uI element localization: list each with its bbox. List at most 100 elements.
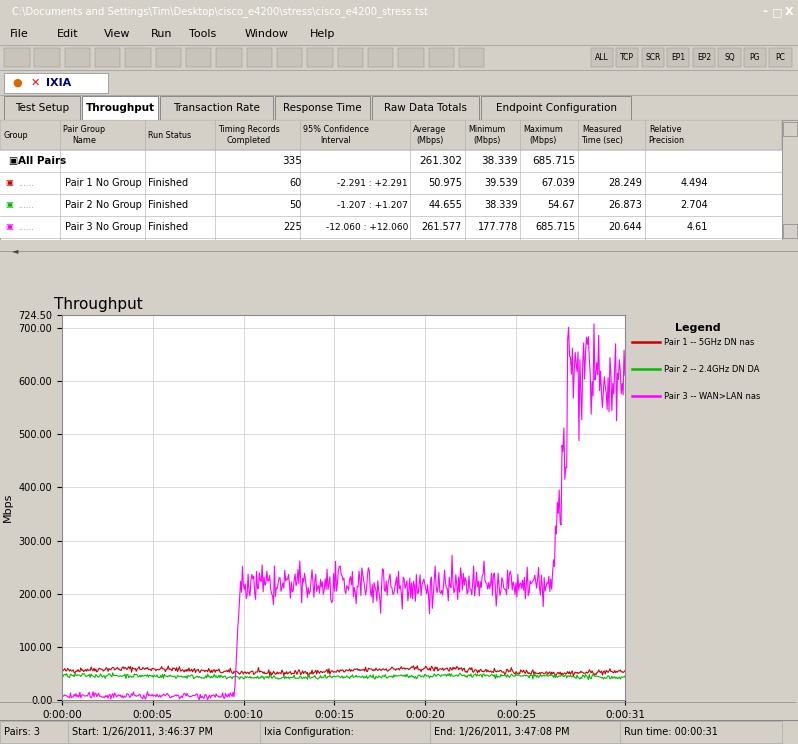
Bar (82, 97, 158, 120)
Bar (156, 48, 181, 68)
Text: Help: Help (310, 29, 335, 39)
Text: ▣: ▣ (5, 200, 13, 210)
Bar (216, 48, 242, 68)
Bar (783, 122, 797, 136)
Text: Transaction Rate: Transaction Rate (173, 103, 260, 112)
Bar (95, 48, 120, 68)
Text: SCR: SCR (645, 53, 661, 62)
Text: IXIA: IXIA (46, 78, 72, 88)
Text: TCP: TCP (620, 53, 634, 62)
Text: View: View (104, 29, 130, 39)
Text: ALL: ALL (595, 53, 609, 62)
Bar (620, 721, 782, 743)
Bar (160, 97, 273, 120)
Text: Pair 1 -- 5GHz DN nas: Pair 1 -- 5GHz DN nas (664, 338, 755, 347)
Text: 95% Confidence
Interval: 95% Confidence Interval (303, 125, 369, 144)
Text: ◄: ◄ (12, 246, 18, 255)
Text: 2.704: 2.704 (680, 200, 708, 210)
Bar (0, 172, 782, 194)
Text: Pair 3 -- WAN>LAN nas: Pair 3 -- WAN>LAN nas (664, 392, 760, 401)
Bar (459, 48, 484, 68)
Bar (68, 721, 260, 743)
Text: Minimum
(Mbps): Minimum (Mbps) (468, 125, 505, 144)
Text: Run time: 00:00:31: Run time: 00:00:31 (624, 727, 718, 737)
Text: 38.339: 38.339 (484, 200, 518, 210)
Bar (368, 48, 393, 68)
Text: Finished: Finished (148, 222, 188, 232)
Text: Pair 2 -- 2.4GHz DN DA: Pair 2 -- 2.4GHz DN DA (664, 365, 760, 373)
Text: -1.207 : +1.207: -1.207 : +1.207 (337, 200, 408, 210)
Text: Response Time: Response Time (283, 103, 361, 112)
Text: 38.339: 38.339 (481, 156, 518, 166)
Text: 44.655: 44.655 (428, 200, 462, 210)
Text: Pair Group
Name: Pair Group Name (63, 125, 105, 144)
Text: ......: ...... (18, 200, 34, 210)
Text: 26.873: 26.873 (608, 200, 642, 210)
Text: PG: PG (749, 53, 760, 62)
Bar (667, 48, 689, 68)
Text: ......: ...... (18, 179, 34, 187)
Text: ●: ● (13, 78, 22, 88)
Bar (744, 48, 766, 68)
Bar (0, 194, 782, 216)
Text: X: X (785, 7, 793, 17)
Text: Window: Window (245, 29, 289, 39)
Bar (125, 48, 151, 68)
Text: 225: 225 (283, 222, 302, 232)
Text: C:\Documents and Settings\Tim\Desktop\cisco_e4200\stress\cisco_e4200_stress.tst: C:\Documents and Settings\Tim\Desktop\ci… (12, 7, 428, 17)
Bar (481, 97, 631, 120)
Text: -12.060 : +12.060: -12.060 : +12.060 (326, 222, 408, 231)
Bar (34, 48, 60, 68)
Text: 177.778: 177.778 (478, 222, 518, 232)
Text: 335: 335 (282, 156, 302, 166)
Text: 28.249: 28.249 (608, 178, 642, 188)
Text: Average
(Mbps): Average (Mbps) (413, 125, 446, 144)
Text: Legend: Legend (675, 323, 721, 333)
Text: Start: 1/26/2011, 3:46:37 PM: Start: 1/26/2011, 3:46:37 PM (72, 727, 213, 737)
Bar (429, 48, 454, 68)
Text: ✕: ✕ (30, 77, 40, 88)
Text: Relative
Precision: Relative Precision (648, 125, 684, 144)
Bar (591, 48, 613, 68)
Text: 685.715: 685.715 (535, 222, 575, 232)
Bar (4, 48, 30, 68)
Text: 50.975: 50.975 (428, 178, 462, 188)
Text: 4.494: 4.494 (681, 178, 708, 188)
Text: 54.67: 54.67 (547, 200, 575, 210)
Text: Pairs: 3: Pairs: 3 (4, 727, 40, 737)
Y-axis label: Mbps: Mbps (2, 493, 13, 522)
Text: Pair 2 No Group: Pair 2 No Group (65, 200, 142, 210)
Text: Test Setup: Test Setup (15, 103, 69, 112)
Bar (398, 48, 424, 68)
Bar (718, 48, 741, 68)
Text: 20.644: 20.644 (608, 222, 642, 232)
Bar (782, 120, 798, 240)
Text: Pair 1 No Group: Pair 1 No Group (65, 178, 142, 188)
Bar (247, 48, 272, 68)
Text: EP1: EP1 (671, 53, 685, 62)
Text: EP2: EP2 (697, 53, 711, 62)
Text: Endpoint Configuration: Endpoint Configuration (496, 103, 617, 112)
Bar (277, 48, 302, 68)
Bar (769, 48, 792, 68)
Text: Group: Group (3, 130, 28, 139)
X-axis label: Elapsed time (h:mm:ss): Elapsed time (h:mm:ss) (278, 725, 409, 735)
Bar (616, 48, 638, 68)
Text: PC: PC (776, 53, 785, 62)
Bar (338, 48, 363, 68)
Bar (4, 97, 80, 120)
Text: Finished: Finished (148, 178, 188, 188)
Text: End: 1/26/2011, 3:47:08 PM: End: 1/26/2011, 3:47:08 PM (434, 727, 570, 737)
Text: SQ: SQ (724, 53, 735, 62)
Text: Run Status: Run Status (148, 130, 192, 139)
Text: ▣: ▣ (8, 156, 18, 166)
Text: All Pairs: All Pairs (18, 156, 66, 166)
Text: 4.61: 4.61 (686, 222, 708, 232)
Text: Maximum
(Mbps): Maximum (Mbps) (523, 125, 563, 144)
Bar (0, 120, 782, 150)
Text: Throughput: Throughput (85, 103, 155, 112)
Text: 60: 60 (290, 178, 302, 188)
Text: 50: 50 (290, 200, 302, 210)
Text: 67.039: 67.039 (541, 178, 575, 188)
Text: Run: Run (151, 29, 172, 39)
